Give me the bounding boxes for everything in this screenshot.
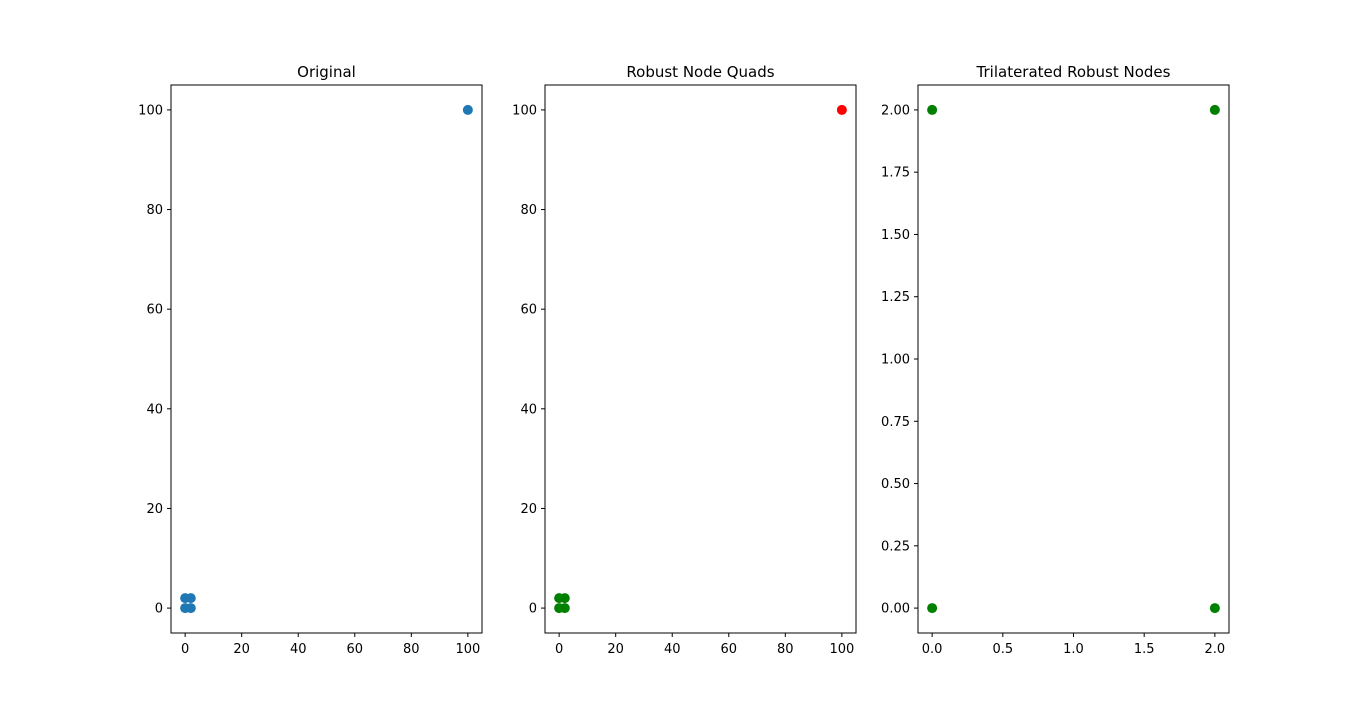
x-tick-label: 1.0 [1063,642,1084,657]
x-tick-label: 40 [290,642,307,657]
x-tick-label: 60 [720,642,737,657]
y-tick-label: 0.50 [881,477,910,492]
x-tick-label: 0 [555,642,563,657]
plot-frame [170,84,483,634]
y-tick-label: 80 [520,203,537,218]
x-tick-label: 20 [233,642,250,657]
x-tick-label: 20 [607,642,624,657]
y-tick-label: 2.00 [881,103,910,118]
data-point [1209,104,1220,115]
data-point [1209,603,1220,614]
y-tick-label: 20 [146,502,163,517]
x-tick-label: 100 [455,642,480,657]
subplot-original: Original 0 20 40 60 80 100 0 20 40 60 80 100 [138,63,483,657]
subplot-trilaterated-robust-nodes: Trilaterated Robust Nodes 0.0 0.5 1.0 1.5 2.0… [881,63,1230,657]
y-tick-label: 1.75 [881,166,910,181]
data-point [185,603,196,614]
data-point [927,104,938,115]
y-tick-label: 60 [146,303,163,318]
x-tick-label: 0 [181,642,189,657]
y-tick-label: 0 [529,602,537,617]
data-point [185,593,196,604]
x-tick-label: 0.5 [992,642,1013,657]
x-tick-label: 0.0 [922,642,943,657]
y-tick-label: 0.00 [881,602,910,617]
plot-frame [917,84,1230,634]
x-tick-label: 60 [346,642,363,657]
chart-title: Trilaterated Robust Nodes [976,63,1171,81]
data-point [927,603,938,614]
y-tick-label: 40 [520,402,537,417]
y-tick-label: 40 [146,402,163,417]
y-tick-label: 80 [146,203,163,218]
x-tick-label: 40 [664,642,681,657]
data-point [559,593,570,604]
data-point [836,104,847,115]
y-tick-label: 1.25 [881,290,910,305]
y-tick-label: 100 [512,103,537,118]
y-tick-label: 0.25 [881,539,910,554]
plot-frame [544,84,857,634]
chart-title: Original [297,63,356,81]
y-tick-label: 20 [520,502,537,517]
y-tick-label: 60 [520,303,537,318]
x-tick-label: 2.0 [1205,642,1226,657]
y-tick-label: 1.50 [881,228,910,243]
x-tick-label: 80 [777,642,794,657]
y-tick-label: 0 [155,602,163,617]
subplot-robust-node-quads: Robust Node Quads 0 20 40 60 80 100 0 20 40 60 80 10… [512,63,857,657]
chart-title: Robust Node Quads [626,63,774,81]
data-point [462,104,473,115]
data-point [559,603,570,614]
y-tick-label: 1.00 [881,353,910,368]
y-tick-label: 0.75 [881,415,910,430]
y-tick-label: 100 [138,103,163,118]
x-tick-label: 1.5 [1134,642,1155,657]
x-tick-label: 100 [829,642,854,657]
x-tick-label: 80 [403,642,420,657]
